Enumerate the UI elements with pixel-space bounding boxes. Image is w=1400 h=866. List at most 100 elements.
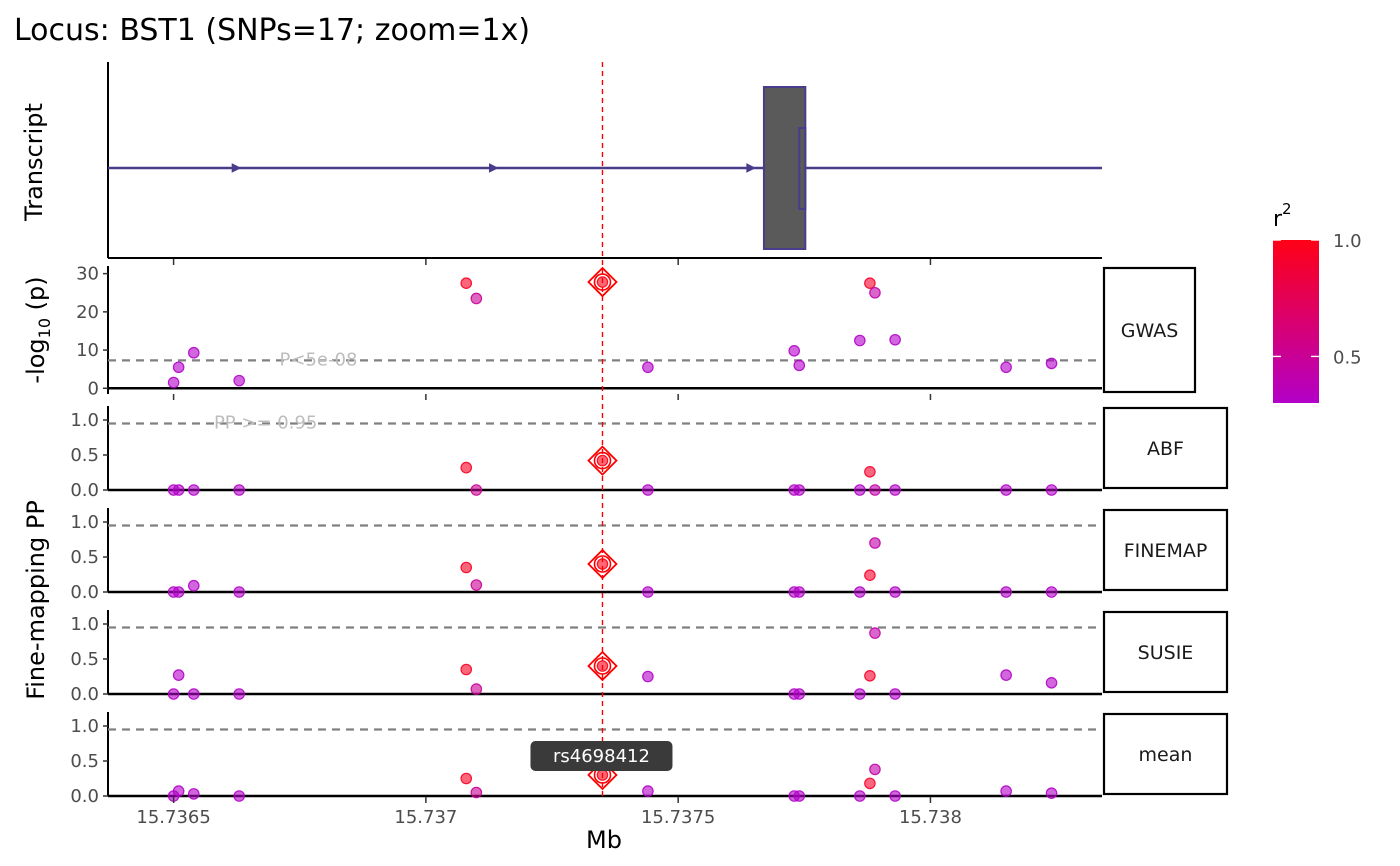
- gwas-snp-point: [172, 361, 185, 374]
- pp-susie-snp-point: [233, 688, 245, 700]
- gwas-snp-point: [187, 346, 200, 359]
- gwas-strip-box: [1102, 266, 1197, 394]
- pp-abf-y-tick-label: 0.0: [70, 480, 99, 501]
- pp-abf-snp-point: [172, 484, 185, 496]
- pp-abf-lead-diamond: [587, 445, 618, 476]
- pp-mean-snp-point: [233, 790, 245, 802]
- legend-title: r2: [1273, 200, 1292, 232]
- pp-susie-y-tick-label: 1.0: [70, 614, 99, 635]
- pp-finemap-snp-point: [854, 586, 866, 598]
- gwas-snp-point: [1000, 361, 1012, 374]
- pp-susie-lead-diamond: [587, 650, 618, 682]
- pp-susie-snp-point: [172, 669, 185, 681]
- pp-mean-strip-box: [1102, 712, 1229, 796]
- pp-panel-abf: 0.0 0.5 1.0 PP >= 0.95 ABF: [70, 406, 1229, 501]
- x-tick-label: 15.737: [394, 807, 457, 828]
- gwas-ylabel: -log10 (p): [22, 276, 54, 383]
- pp-susie-snp-point: [869, 627, 881, 639]
- pp-finemap-strip-box: [1102, 508, 1229, 592]
- pp-abf-snp-point: [642, 484, 654, 496]
- pp-susie-snp-point: [470, 683, 483, 695]
- gwas-snp-point: [470, 292, 483, 305]
- gwas-ylabel-tail: (p): [22, 276, 50, 318]
- pp-mean-snp-point: [187, 788, 200, 800]
- pp-susie-snp-point: [793, 688, 806, 700]
- gwas-snp-point: [864, 277, 876, 289]
- transcript-panel: [107, 62, 1102, 259]
- gwas-snp-point: [460, 277, 473, 289]
- pp-mean-snp-point: [470, 786, 483, 799]
- pp-finemap-snp-point: [889, 586, 901, 598]
- pp-mean-snp-point: [889, 790, 901, 802]
- pp-susie-strip-box: [1102, 610, 1229, 694]
- gwas-threshold-label: P<5e-08: [280, 349, 358, 370]
- pp-mean-snp-point: [1000, 785, 1012, 797]
- pp-susie-snp-point: [187, 688, 200, 700]
- pp-abf-threshold-label: PP >= 0.95: [214, 413, 317, 434]
- pp-susie-snp-point: [1000, 669, 1012, 681]
- legend-title-main: r: [1273, 207, 1283, 232]
- gwas-snp-point: [793, 359, 806, 372]
- gwas-snp-point: [788, 345, 801, 357]
- legend-label: 1.0: [1333, 231, 1362, 252]
- pp-susie-snp-point: [1045, 676, 1058, 689]
- gwas-snp-point: [869, 286, 881, 299]
- pp-mean-y-tick-label: 0.5: [70, 751, 99, 772]
- gwas-ylabel-sub: 10: [35, 318, 54, 338]
- pp-finemap-snp-point: [460, 561, 473, 574]
- pp-abf-snp-point: [460, 461, 473, 474]
- gwas-strip-label: GWAS: [1121, 320, 1179, 342]
- finemap-ylabel: Fine-mapping PP: [22, 500, 50, 700]
- pp-finemap-snp-point: [172, 586, 185, 598]
- pp-mean-snp-point: [642, 785, 654, 797]
- pp-abf-snp-point: [470, 484, 483, 496]
- pp-finemap-snp-point: [642, 586, 654, 598]
- pp-mean-snp-point: [172, 785, 185, 797]
- pp-abf-strip-label: ABF: [1147, 438, 1184, 460]
- x-axis-label: Mb: [586, 826, 622, 854]
- pp-mean-snp-point: [864, 777, 876, 790]
- pp-susie-snp-point: [642, 670, 654, 683]
- pp-finemap-y-tick-label: 0.5: [70, 547, 99, 568]
- x-tick-label: 15.738: [899, 807, 962, 828]
- pp-mean-snp-point: [793, 790, 806, 802]
- pp-susie-snp-point: [889, 688, 901, 700]
- strand-arrow: [231, 163, 242, 173]
- gwas-snp-point: [642, 361, 654, 374]
- x-axis: 15.7365 15.737 15.7375 15.738: [136, 797, 962, 828]
- pp-abf-snp-point: [793, 484, 806, 496]
- pp-abf-snp-point: [869, 484, 881, 496]
- plot-title: Locus: BST1 (SNPs=17; zoom=1x): [14, 13, 530, 48]
- gwas-panel: 0 10 20 30 P<5e-08 GWAS: [76, 259, 1197, 400]
- legend-label: 0.5: [1333, 347, 1362, 368]
- pp-susie-snp-point: [854, 688, 866, 700]
- pp-abf-snp-point: [187, 484, 200, 496]
- gwas-y-tick-label: 10: [76, 340, 99, 361]
- pp-finemap-snp-point: [793, 586, 806, 598]
- gwas-y-tick-label: 0: [88, 378, 99, 399]
- strand-arrow: [489, 163, 499, 173]
- pp-abf-snp-point: [889, 484, 901, 496]
- pp-susie-strip-label: SUSIE: [1138, 642, 1194, 664]
- pp-finemap-snp-point: [470, 579, 483, 591]
- pp-susie-snp-point: [864, 669, 876, 682]
- legend-colorbar: [1273, 240, 1319, 403]
- gwas-snp-point: [889, 333, 901, 346]
- pp-finemap-snp-point: [1045, 586, 1058, 598]
- pp-mean-snp-point: [460, 772, 473, 785]
- x-tick-label: 15.7375: [641, 807, 715, 828]
- pp-finemap-snp-point: [187, 579, 200, 592]
- strand-arrow: [746, 163, 756, 173]
- gwas-snp-point: [167, 376, 180, 389]
- pp-panel-susie: 0.0 0.5 1.0 SUSIE: [70, 610, 1229, 705]
- pp-finemap-strip-label: FINEMAP: [1124, 540, 1208, 562]
- pp-finemap-y-tick-label: 0.0: [70, 582, 99, 603]
- pp-mean-snp-point: [1045, 787, 1058, 799]
- pp-abf-y-tick-label: 0.5: [70, 445, 99, 466]
- utr-box: [798, 127, 807, 210]
- pp-abf-strip-box: [1102, 406, 1229, 490]
- lead-snp-layer: rs4698412: [530, 62, 673, 796]
- pp-susie-y-tick-label: 0.0: [70, 684, 99, 705]
- lead-snp-label: rs4698412: [553, 746, 650, 767]
